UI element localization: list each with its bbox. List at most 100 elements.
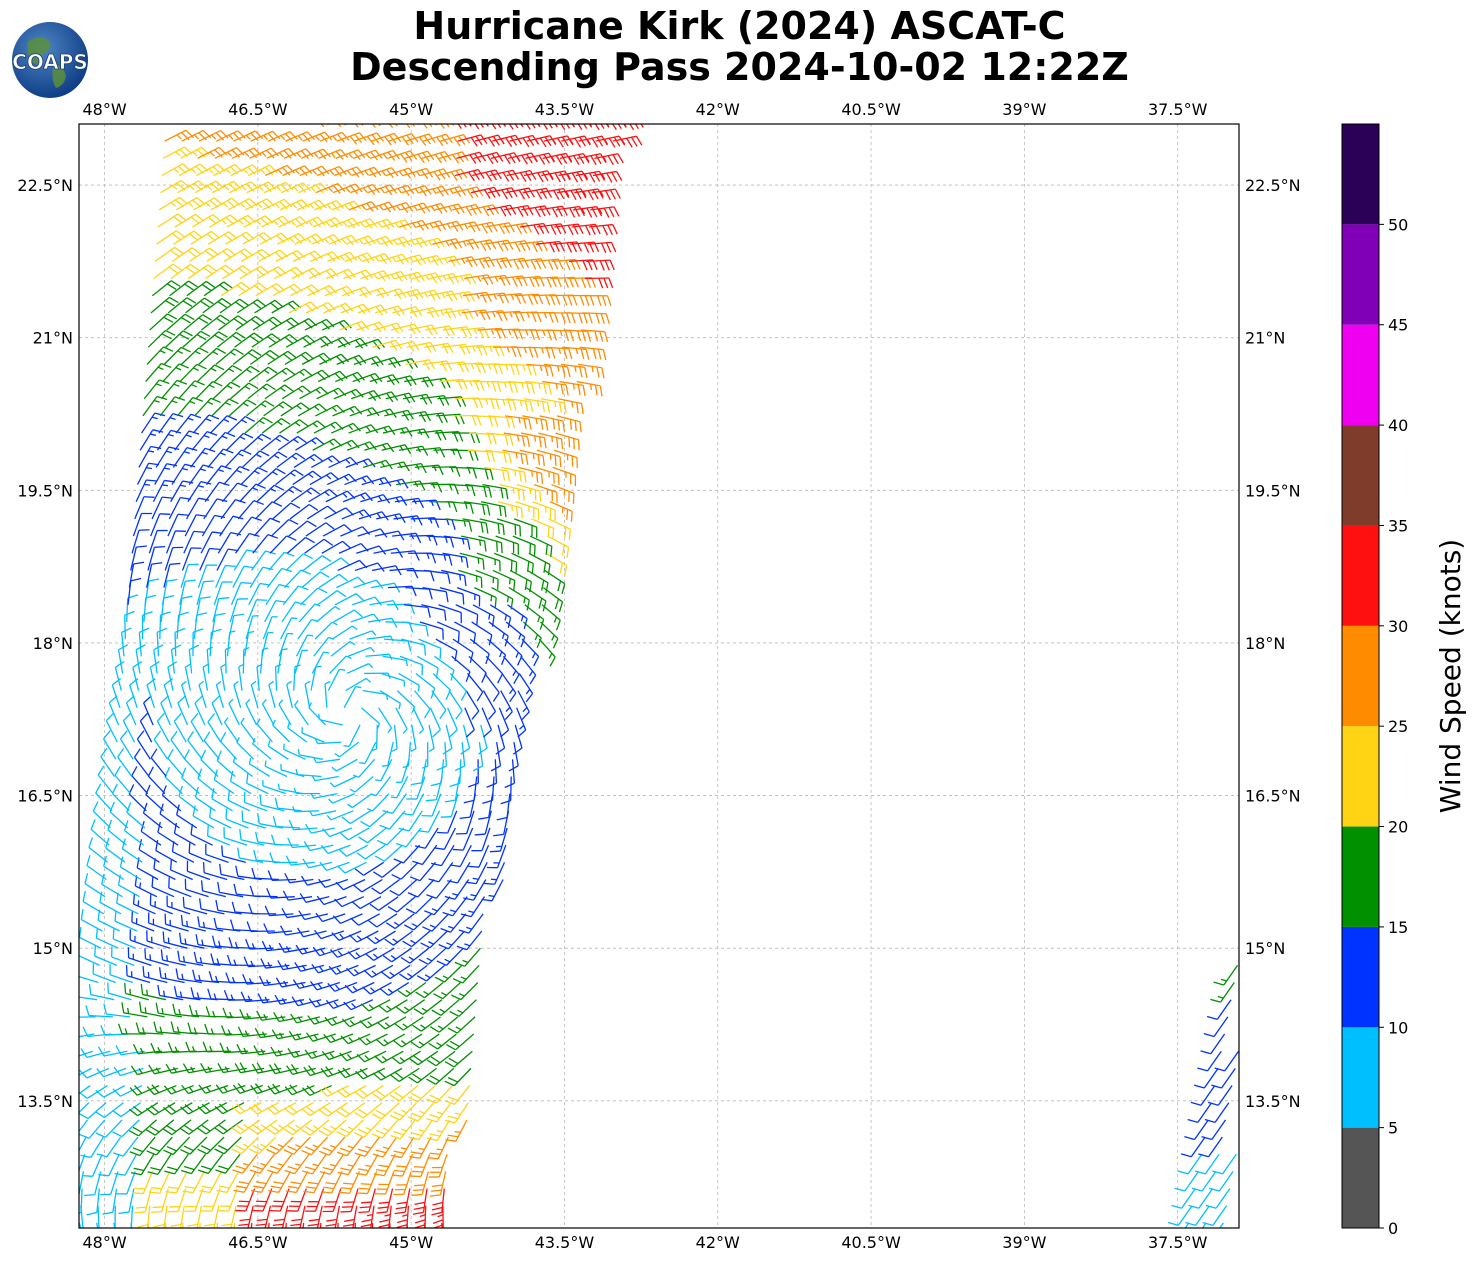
- wind-barb: [344, 981, 375, 994]
- wind-barb: [407, 1085, 436, 1103]
- wind-barb: [226, 954, 255, 967]
- wind-barb: [444, 1067, 472, 1087]
- wind-barb: [197, 768, 218, 795]
- wind-barb: [516, 707, 527, 738]
- wind-barb: [394, 497, 425, 509]
- wind-barb: [553, 449, 578, 469]
- wind-barb: [294, 700, 309, 726]
- wind-barb: [231, 1102, 262, 1115]
- wind-barb: [199, 331, 228, 348]
- wind-barb: [223, 990, 253, 1001]
- wind-barb: [259, 451, 288, 468]
- wind-barb: [547, 535, 570, 558]
- wind-barb: [149, 313, 178, 331]
- wind-barb: [235, 1188, 256, 1212]
- wind-barb: [240, 466, 268, 486]
- wind-barb: [313, 421, 344, 434]
- wind-barb: [381, 741, 394, 767]
- wind-barb: [447, 483, 476, 497]
- wind-barb: [236, 1043, 266, 1055]
- wind-barb: [393, 1171, 412, 1196]
- wind-barb: [352, 596, 383, 606]
- wind-barb: [329, 947, 360, 958]
- wind-barb: [539, 187, 570, 200]
- wind-barb: [86, 1188, 100, 1216]
- wind-barb: [374, 1050, 404, 1064]
- wind-barb: [447, 707, 458, 738]
- wind-barb: [306, 505, 337, 520]
- wind-barb: [475, 345, 505, 357]
- wind-barb: [412, 272, 443, 284]
- wind-barb: [383, 638, 412, 652]
- colorbar-segment: [1342, 124, 1379, 225]
- wind-barb: [356, 321, 387, 333]
- wind-barb: [289, 503, 319, 520]
- wind-barb: [163, 1136, 191, 1156]
- wind-barb: [1213, 964, 1239, 986]
- wind-barb: [340, 1033, 371, 1045]
- wind-barb: [272, 1205, 289, 1228]
- wind-barb: [407, 124, 438, 129]
- wind-barb: [174, 430, 200, 451]
- wind-barb: [360, 1205, 375, 1228]
- wind-barb: [211, 695, 223, 726]
- wind-barb: [156, 230, 186, 245]
- wind-barb: [286, 124, 312, 126]
- wind-barb: [179, 363, 207, 383]
- wind-barb: [446, 273, 477, 285]
- wind-barb: [349, 775, 374, 793]
- wind-barb: [150, 1042, 180, 1054]
- wind-barb: [415, 982, 444, 999]
- wind-barb: [612, 135, 643, 148]
- wind-barb: [278, 699, 292, 726]
- wind-barb: [207, 231, 238, 245]
- wind-barb: [311, 651, 330, 674]
- wind-barb: [284, 872, 314, 884]
- wind-barb: [442, 724, 453, 755]
- wind-barb: [426, 1085, 453, 1104]
- wind-barb: [448, 256, 478, 268]
- wind-barb: [489, 827, 508, 853]
- wind-barb: [592, 170, 623, 183]
- wind-barb: [187, 264, 217, 280]
- wind-barb: [423, 569, 451, 584]
- wind-barb: [92, 963, 116, 984]
- wind-barb: [328, 234, 359, 246]
- wind-barb: [245, 938, 274, 950]
- wind-barb: [516, 483, 542, 502]
- wind-barb: [322, 827, 353, 838]
- wind-barb: [181, 1153, 207, 1175]
- wind-barb: [231, 901, 259, 915]
- wind-barb: [411, 759, 427, 786]
- wind-barb: [357, 1033, 388, 1046]
- wind-barb: [157, 821, 179, 846]
- wind-barb: [170, 1021, 198, 1035]
- wind-barb: [239, 265, 270, 280]
- wind-barb: [536, 449, 562, 468]
- wind-barb: [313, 757, 341, 764]
- wind-barb: [250, 1222, 253, 1228]
- wind-barb: [261, 699, 275, 726]
- wind-barb: [431, 999, 460, 1016]
- wind-barb: [281, 601, 306, 623]
- wind-barb: [147, 1153, 172, 1175]
- wind-barb: [522, 415, 549, 431]
- wind-barb: [455, 810, 475, 835]
- wind-barb: [85, 1005, 113, 1018]
- wind-barb: [196, 163, 226, 177]
- wind-barb: [375, 1033, 406, 1047]
- wind-barb: [331, 422, 361, 434]
- y-tick-label-right: 18°N: [1245, 634, 1285, 653]
- wind-barb: [356, 545, 387, 555]
- wind-barb: [451, 655, 471, 682]
- x-tick-label-bottom: 43.5°W: [535, 1233, 595, 1252]
- wind-barb: [184, 514, 207, 537]
- wind-barb: [338, 844, 369, 857]
- wind-barb: [272, 816, 301, 829]
- wind-barb: [434, 203, 465, 215]
- wind-barb: [305, 522, 335, 537]
- wind-barb: [230, 919, 258, 932]
- wind-barb: [438, 604, 462, 624]
- wind-barb: [281, 385, 312, 400]
- wind-barb: [251, 867, 279, 881]
